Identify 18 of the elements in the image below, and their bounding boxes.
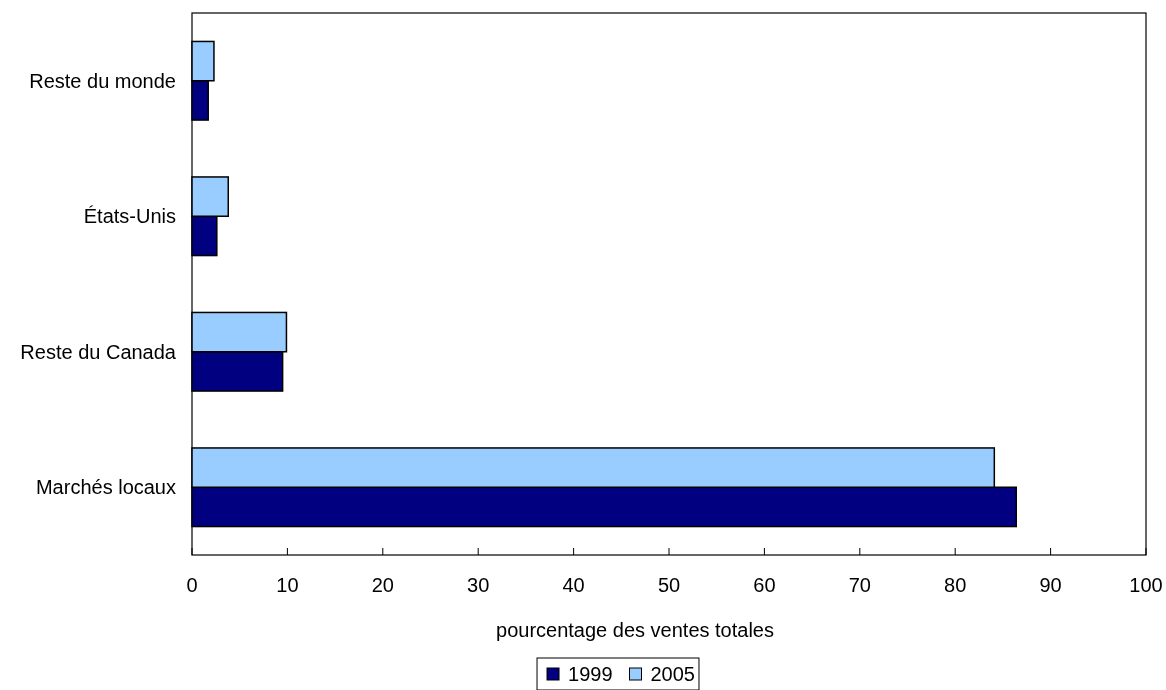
legend-label: 2005: [650, 663, 695, 685]
x-tick-label: 60: [753, 574, 776, 596]
y-tick-label: Reste du monde: [29, 69, 176, 92]
x-tick-label: 100: [1129, 574, 1163, 596]
x-tick-label: 30: [467, 574, 490, 596]
legend-label: 1999: [568, 663, 613, 685]
y-tick-label: États-Unis: [83, 205, 176, 228]
x-tick-label: 70: [848, 574, 871, 596]
y-tick-label: Marchés locaux: [35, 476, 176, 499]
x-tick-label: 80: [944, 574, 967, 596]
x-tick-label: 0: [186, 574, 198, 596]
x-tick-label: 10: [276, 574, 299, 596]
x-tick-label: 90: [1039, 574, 1062, 596]
x-tick-label: 50: [657, 574, 681, 596]
y-tick-label: Reste du Canada: [20, 340, 177, 363]
x-axis-title: pourcentage des ventes totales: [496, 619, 774, 641]
x-tick-label: 20: [371, 574, 394, 596]
x-tick-label: 40: [562, 574, 585, 596]
